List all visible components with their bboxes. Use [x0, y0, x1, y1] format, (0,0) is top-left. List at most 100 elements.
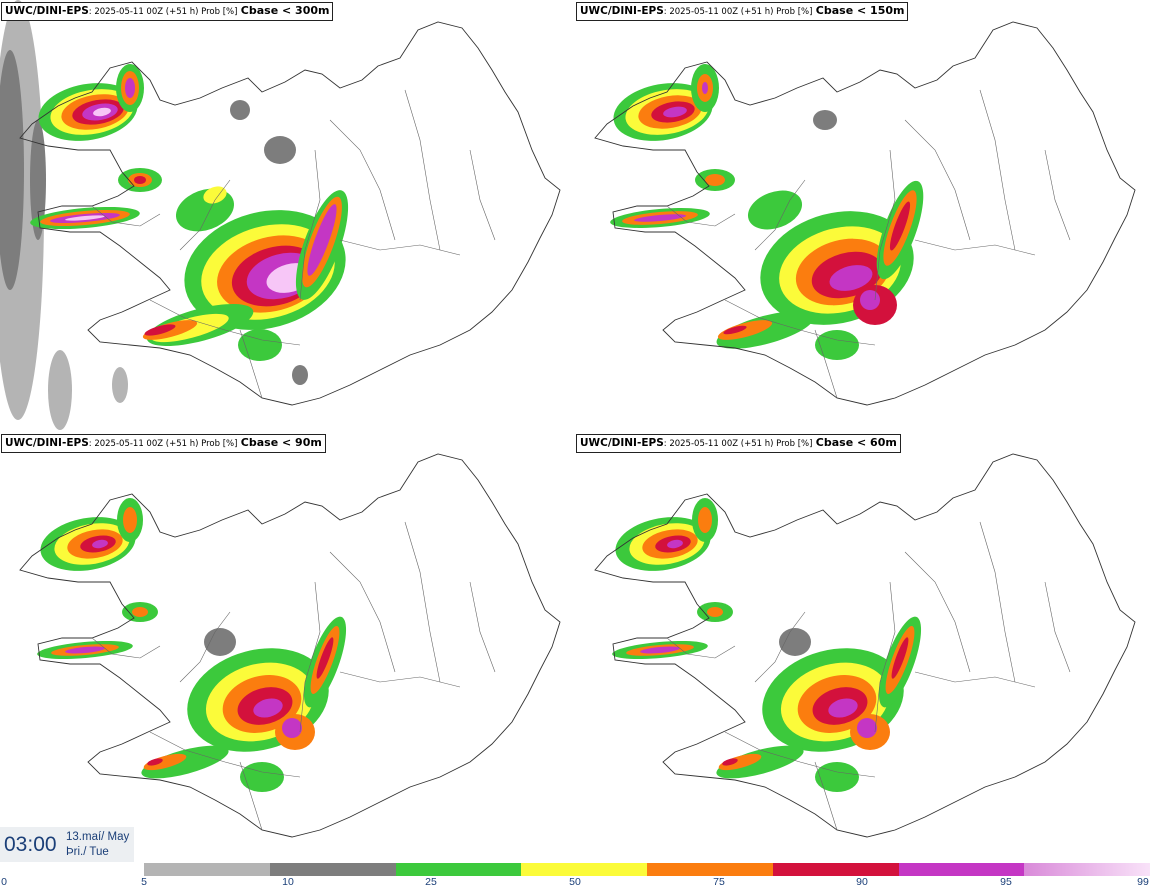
region-boundary: [179, 179, 231, 251]
iceland-probability-map: [594, 21, 1136, 406]
region-boundary: [914, 671, 1036, 688]
coastline: [19, 453, 561, 838]
probability-area: [857, 718, 877, 738]
parameter-label: Cbase < 60m: [815, 436, 897, 449]
model-name: UWC/DINI-EPS: [580, 5, 664, 17]
model-name: UWC/DINI-EPS: [580, 437, 664, 449]
probability-area: [143, 753, 187, 771]
probability-area: [65, 215, 105, 221]
colorbar-tick-label: 99: [1137, 876, 1149, 888]
probability-area: [65, 646, 105, 654]
region-boundary: [91, 637, 161, 659]
probability-area: [253, 698, 283, 718]
colorbar-tick-label: 5: [141, 876, 147, 888]
probability-area: [112, 367, 128, 403]
region-boundary: [754, 611, 806, 683]
region-boundary: [404, 521, 441, 683]
probability-area: [240, 762, 284, 792]
region-boundary: [724, 731, 876, 778]
model-name: UWC/DINI-EPS: [5, 437, 89, 449]
probability-area: [829, 265, 873, 291]
region-boundary: [239, 761, 263, 831]
region-boundary: [666, 205, 736, 227]
probability-area: [48, 350, 72, 430]
region-boundary: [179, 611, 231, 683]
valid-date: 13.maí/ May: [66, 831, 130, 843]
probability-area: [123, 507, 137, 533]
colorbar-segment: [647, 863, 774, 876]
run-info: : 2025-05-11 00Z (+51 h) Prob [%]: [663, 7, 813, 17]
panel-header: UWC/DINI-EPS: 2025-05-11 00Z (+51 h) Pro…: [576, 434, 901, 453]
probability-area: [815, 330, 859, 360]
run-info: : 2025-05-11 00Z (+51 h) Prob [%]: [663, 439, 813, 449]
probability-area: [723, 325, 747, 335]
probability-area: [716, 311, 814, 349]
probability-area: [779, 628, 811, 656]
probability-area: [702, 82, 708, 94]
probability-area: [292, 365, 308, 385]
probability-area: [707, 607, 723, 617]
probability-area: [634, 214, 686, 222]
region-boundary: [914, 239, 1036, 256]
colorbar-segment: [772, 863, 899, 876]
region-boundary: [469, 149, 496, 241]
probability-area: [132, 607, 148, 617]
colorbar-segment: [521, 863, 648, 876]
region-boundary: [404, 89, 441, 251]
parameter-label: Cbase < 300m: [240, 4, 330, 17]
model-name: UWC/DINI-EPS: [5, 5, 89, 17]
region-boundary: [469, 581, 496, 673]
probability-area: [92, 539, 108, 549]
region-boundary: [814, 329, 838, 399]
probability-area: [203, 186, 227, 204]
probability-area: [828, 698, 858, 718]
colorbar-segment: [898, 863, 1025, 876]
probability-area: [93, 107, 111, 117]
region-boundary: [91, 205, 161, 227]
probability-area: [282, 718, 302, 738]
probability-colorbar: [144, 863, 1150, 876]
probability-area: [316, 637, 334, 679]
region-boundary: [149, 299, 301, 346]
region-boundary: [1044, 581, 1071, 673]
probability-area: [30, 120, 46, 240]
probability-area: [204, 628, 236, 656]
region-boundary: [874, 149, 896, 301]
iceland-probability-map: [0, 0, 561, 430]
probability-area: [891, 637, 909, 679]
colorbar-tick-label: 90: [856, 876, 868, 888]
region-boundary: [1044, 149, 1071, 241]
region-boundary: [339, 671, 461, 688]
region-boundary: [979, 89, 1016, 251]
probability-area: [889, 201, 911, 251]
probability-area: [144, 324, 176, 336]
colorbar-tick-label: 75: [713, 876, 725, 888]
region-boundary: [149, 731, 301, 778]
probability-area: [813, 110, 837, 130]
probability-area: [718, 753, 762, 771]
region-boundary: [666, 637, 736, 659]
probability-area: [238, 329, 282, 361]
coastline: [594, 453, 1136, 838]
probability-area: [147, 758, 163, 766]
region-boundary: [239, 329, 263, 399]
probability-area: [815, 762, 859, 792]
region-boundary: [979, 521, 1016, 683]
probability-area: [722, 758, 738, 766]
region-boundary: [904, 119, 971, 241]
region-boundary: [329, 551, 396, 673]
colorbar-tick-label: 25: [425, 876, 437, 888]
run-info: : 2025-05-11 00Z (+51 h) Prob [%]: [88, 7, 238, 17]
probability-area: [0, 50, 24, 290]
region-boundary: [299, 581, 321, 733]
probability-area: [640, 646, 680, 654]
probability-area: [716, 745, 804, 779]
run-info: : 2025-05-11 00Z (+51 h) Prob [%]: [88, 439, 238, 449]
probability-area: [667, 539, 683, 549]
parameter-label: Cbase < 150m: [815, 4, 905, 17]
iceland-probability-map: [594, 453, 1136, 838]
colorbar-segment: [269, 863, 396, 876]
probability-area: [747, 190, 803, 230]
map-panel-cbase-150: UWC/DINI-EPS: 2025-05-11 00Z (+51 h) Pro…: [575, 0, 1150, 432]
colorbar-tick-label: 95: [1000, 876, 1012, 888]
